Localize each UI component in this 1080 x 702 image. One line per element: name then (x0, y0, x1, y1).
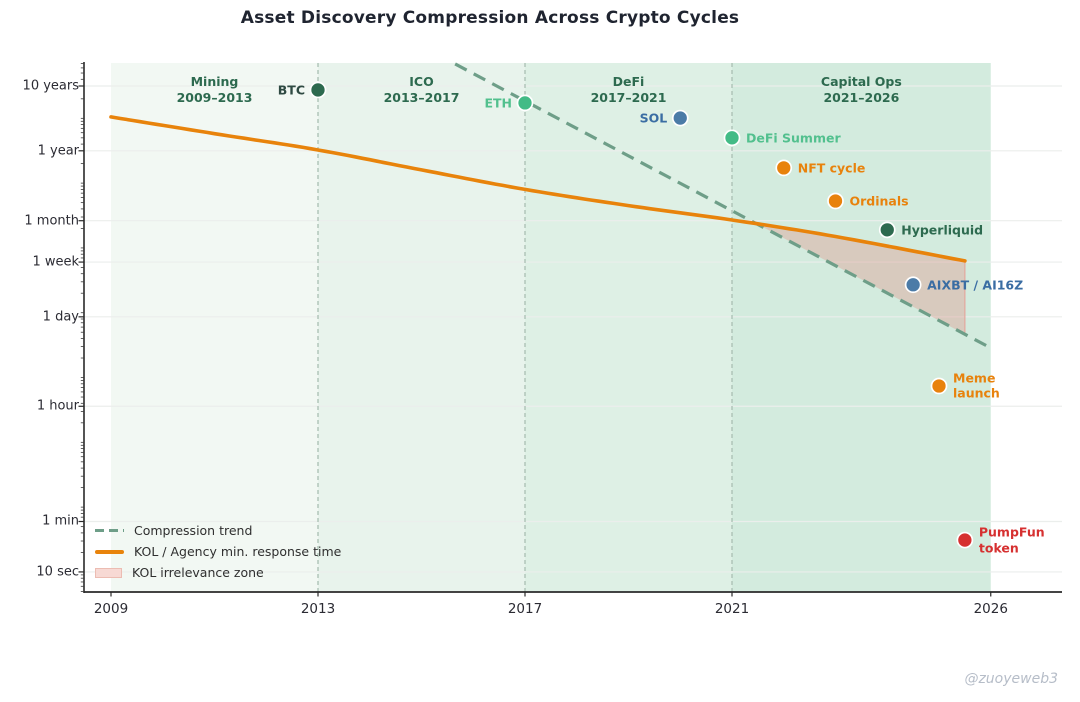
era-range: 2017–2021 (590, 90, 667, 105)
y-tick-label-1-hour: 1 hour (36, 398, 79, 414)
data-point-btc (309, 81, 327, 99)
solid-line-swatch (95, 549, 124, 554)
compression-trend-line (454, 62, 992, 350)
legend-item-kol-irrelevance-zone: KOL irrelevance zone (95, 565, 264, 580)
data-point-eth (516, 94, 534, 112)
era-label-mining: Mining 2009–2013 (177, 74, 253, 106)
era-range: 2013–2017 (383, 90, 460, 105)
legend-item-kol-response-time: KOL / Agency min. response time (95, 544, 341, 559)
point-label-ordinals: Ordinals (849, 193, 909, 209)
y-tick-label-1-min: 1 min (42, 513, 79, 529)
x-tick-label-2017: 2017 (507, 601, 543, 617)
y-tick-label-1-year: 1 year (37, 143, 79, 159)
legend-label: Compression trend (134, 523, 253, 538)
legend-label: KOL / Agency min. response time (134, 544, 342, 559)
x-tick-label-2009: 2009 (93, 601, 129, 617)
x-tick-label-2026: 2026 (973, 601, 1008, 617)
point-label-sol: SOL (639, 110, 668, 126)
chart-title: Asset Discovery Compression Across Crypt… (240, 8, 740, 28)
point-label-meme-launch: Meme launch (953, 370, 1000, 401)
data-point-hyperliquid (878, 221, 896, 239)
kol-response-time-line (109, 115, 967, 263)
era-label-defi: DeFi 2017–2021 (591, 74, 667, 106)
data-point-aixbt-ai16z (904, 276, 922, 294)
point-label-nft-cycle: NFT cycle (797, 160, 866, 176)
era-band-defi (525, 63, 732, 592)
watermark: @zuoyeweb3 (964, 671, 1058, 687)
dashed-line-swatch (95, 529, 124, 532)
era-name: Mining (190, 74, 239, 89)
era-label-capital-ops: Capital Ops 2021–2026 (821, 74, 902, 106)
filled-area-swatch (95, 567, 122, 578)
era-range: 2021–2026 (823, 90, 900, 105)
x-tick-label-2013: 2013 (300, 601, 336, 617)
era-name: ICO (409, 74, 434, 89)
data-point-ordinals (827, 192, 844, 210)
legend-item-compression-trend: Compression trend (95, 523, 252, 538)
point-label-pumpfun-token: PumpFun token (978, 524, 1045, 556)
point-label-hyperliquid: Hyperliquid (901, 222, 984, 238)
point-label-aixbt-ai16z: AIXBT / AI16Z (927, 277, 1024, 293)
data-point-sol (671, 109, 689, 127)
era-range: 2009–2013 (176, 90, 253, 105)
y-tick-label-1-month: 1 month (24, 213, 79, 229)
era-band-ico (318, 63, 525, 592)
era-name: DeFi (612, 74, 645, 89)
data-point-meme-launch (930, 377, 948, 395)
era-label-ico: ICO 2013–2017 (384, 74, 460, 106)
y-tick-label-1-week: 1 week (32, 254, 79, 270)
data-point-pumpfun-token (956, 531, 974, 549)
y-tick-label-10-years: 10 years (22, 78, 79, 94)
data-point-nft-cycle (775, 159, 793, 177)
y-tick-label-1-day: 1 day (42, 309, 79, 325)
point-label-btc: BTC (277, 82, 305, 98)
era-band-mining (111, 63, 318, 592)
point-label-eth: ETH (484, 95, 512, 111)
y-tick-label-10-sec: 10 sec (36, 564, 79, 580)
point-label-defi-summer: DeFi Summer (746, 130, 841, 146)
x-tick-label-2021: 2021 (714, 601, 750, 617)
legend-label: KOL irrelevance zone (132, 565, 264, 580)
data-point-defi-summer (723, 129, 741, 147)
era-name: Capital Ops (820, 74, 902, 89)
